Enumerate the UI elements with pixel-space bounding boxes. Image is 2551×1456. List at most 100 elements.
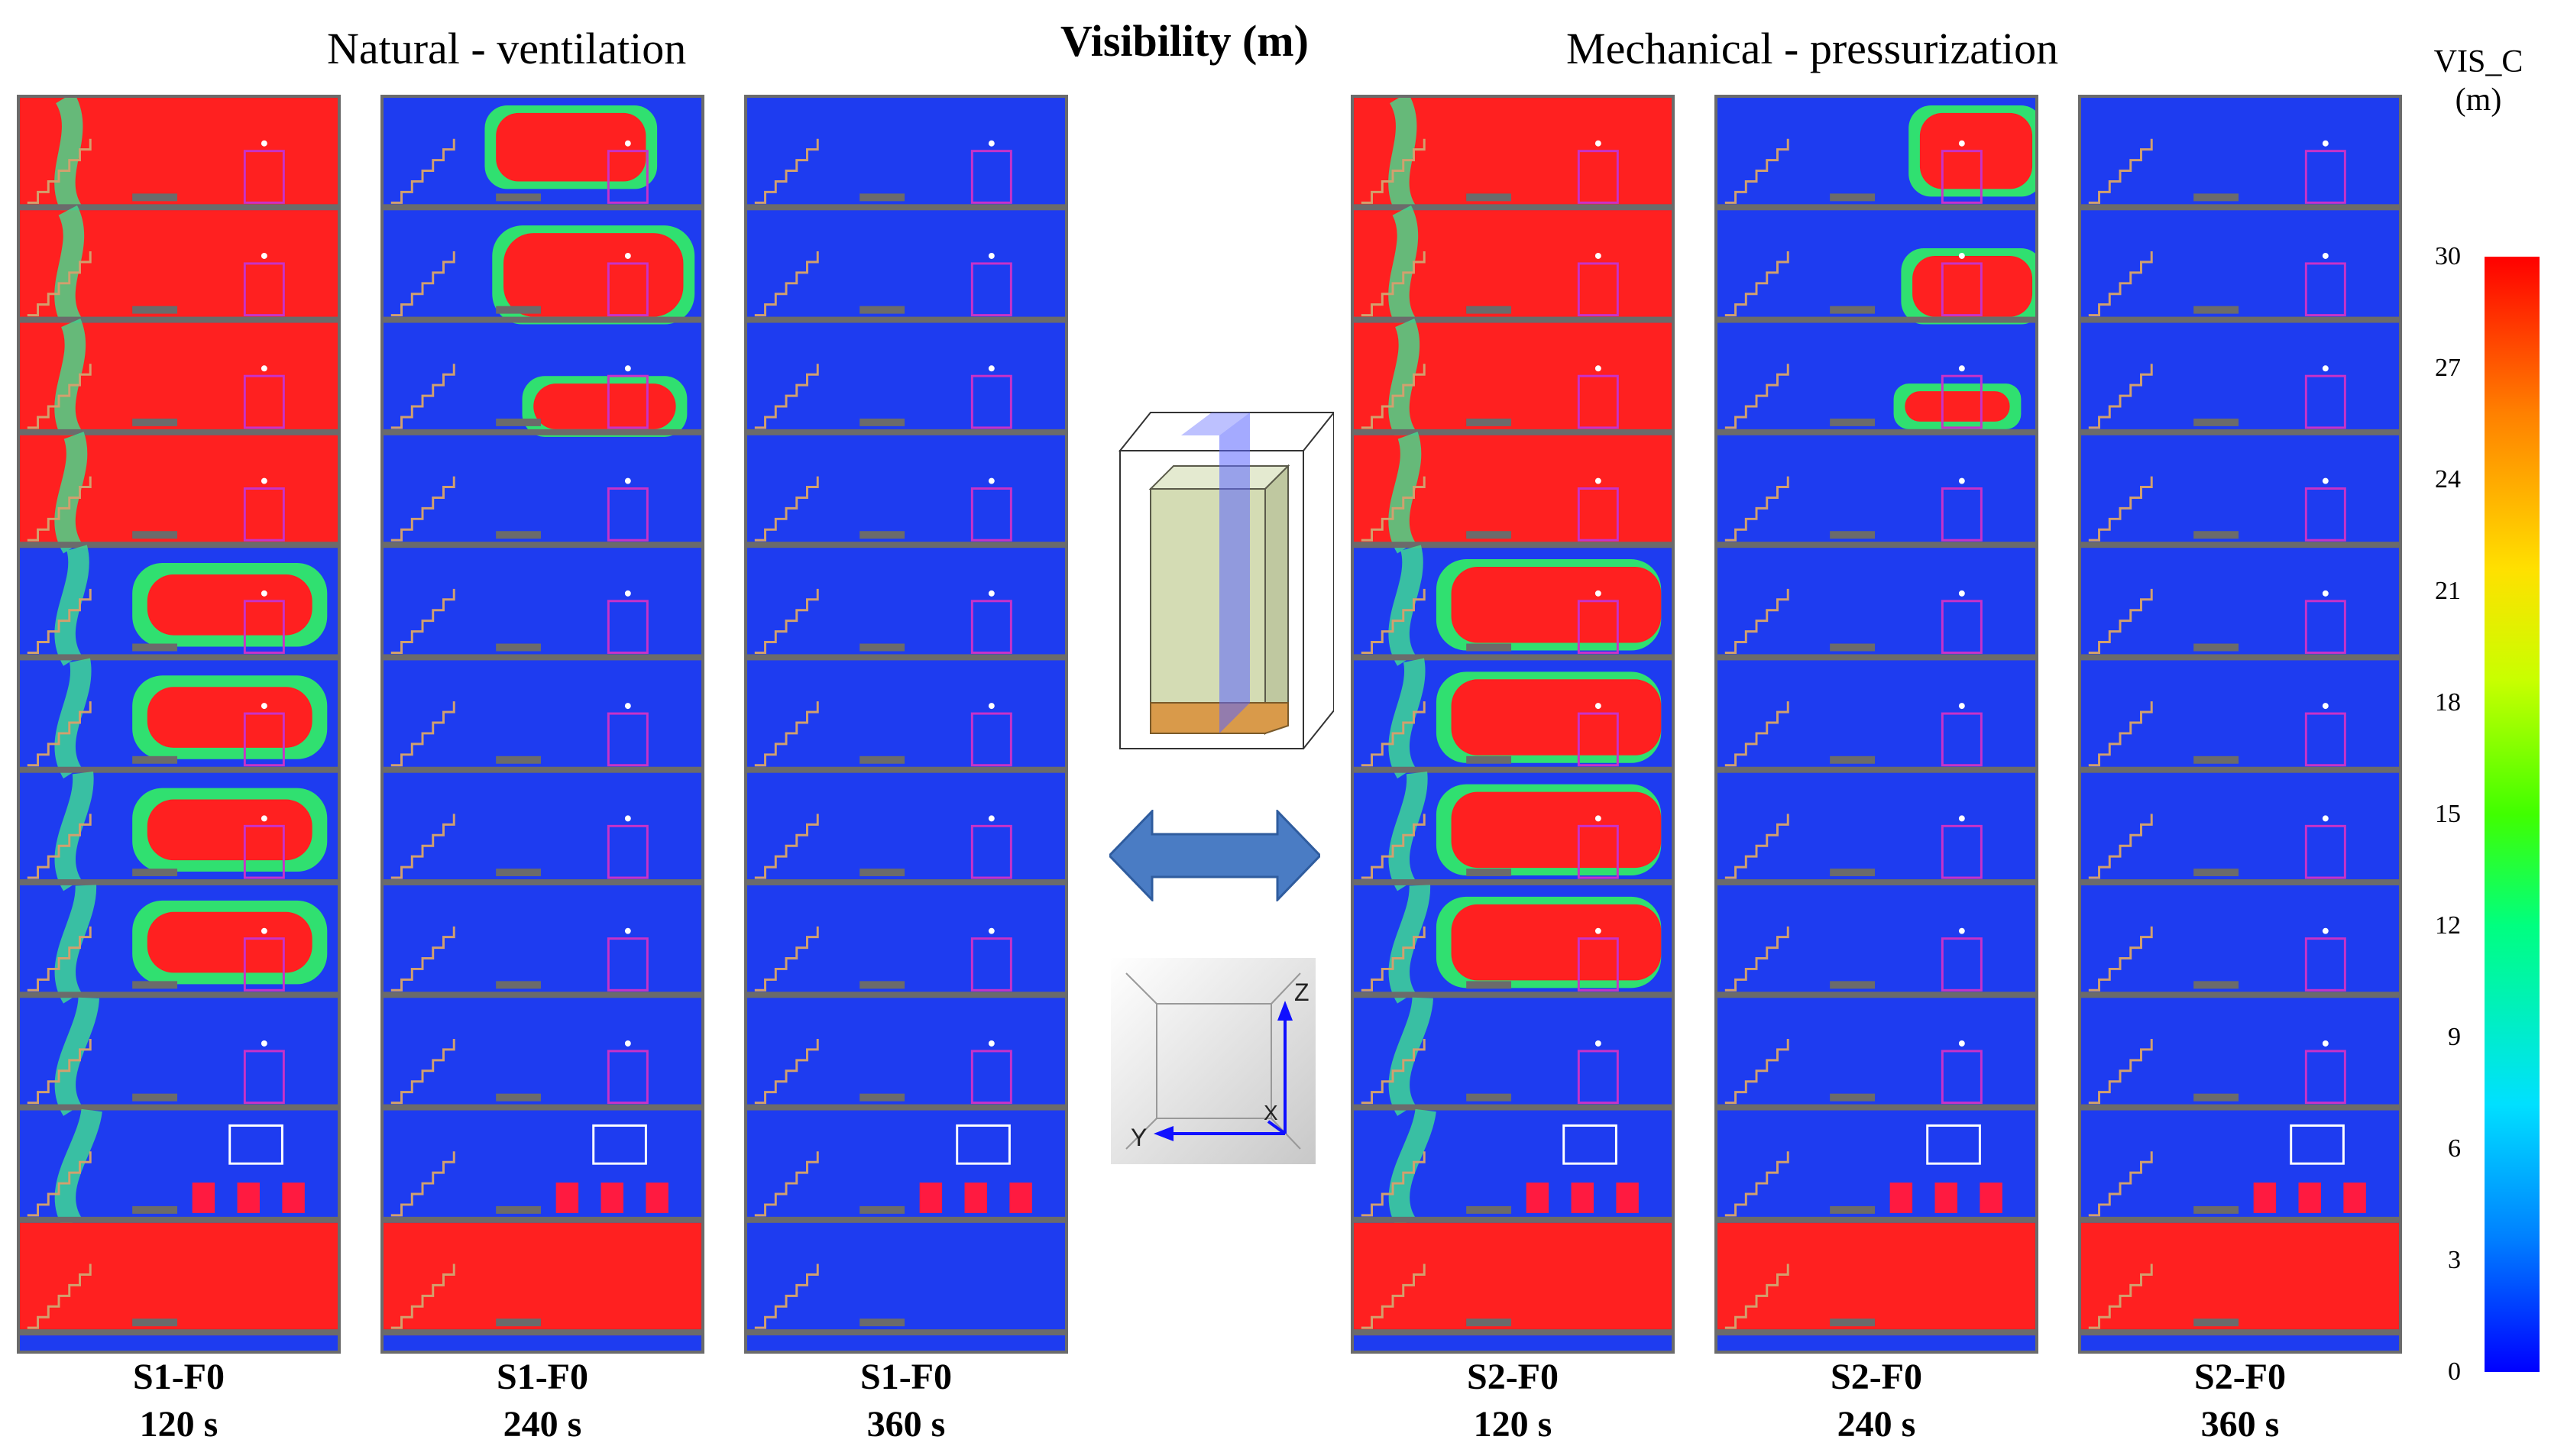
- stair-outline: [2088, 476, 2153, 542]
- door-outline: [2304, 937, 2346, 992]
- visibility-contour: [747, 98, 1065, 1351]
- landing: [496, 418, 542, 426]
- landing: [1830, 981, 1876, 989]
- colorbar: [2485, 257, 2540, 1372]
- floor-slab: [384, 1329, 701, 1336]
- floor-slice: [1354, 772, 1672, 891]
- stair-outline: [1724, 1263, 1789, 1329]
- floor-slab: [2081, 1216, 2399, 1223]
- floor-slice: [747, 251, 1065, 323]
- stair-outline: [754, 251, 819, 317]
- floor-slice: [20, 98, 338, 216]
- caption-scenario: S1-F0: [133, 1357, 225, 1397]
- elevator-outline: [2290, 1124, 2345, 1165]
- floor-slice: [1354, 98, 1672, 216]
- floor-slice: [2081, 588, 2399, 661]
- floor-slab: [1354, 316, 1672, 323]
- detector-point: [2322, 477, 2329, 484]
- axis-cube-edge: [1271, 972, 1301, 1005]
- landing: [496, 306, 542, 314]
- caption-time: 120 s: [139, 1404, 219, 1445]
- floor-slice: [1717, 701, 2035, 773]
- occupant-marker: [964, 1183, 987, 1213]
- landing: [1466, 981, 1512, 989]
- floor-slab: [1717, 1104, 2035, 1111]
- floor-slab: [20, 1216, 338, 1223]
- landing: [132, 643, 178, 652]
- panel-s2-120s: [1351, 95, 1675, 1354]
- landing: [1830, 643, 1876, 652]
- detector-point: [261, 365, 267, 372]
- floor-slice: [747, 926, 1065, 998]
- floor-slab: [747, 542, 1065, 548]
- z-axis-label: Z: [1294, 979, 1309, 1006]
- floor-slice: [1717, 476, 2035, 548]
- stair-outline: [754, 476, 819, 542]
- landing: [2193, 418, 2239, 426]
- floor-slice: [1354, 318, 1672, 442]
- stair-outline: [754, 926, 819, 992]
- door-outline: [243, 150, 285, 204]
- floor-slab: [1717, 1216, 2035, 1223]
- floor-slice: [384, 225, 701, 325]
- floor-slice: [1354, 432, 1672, 554]
- door-outline: [1577, 937, 1619, 992]
- y-axis-head: [1154, 1126, 1174, 1141]
- detector-point: [624, 703, 631, 710]
- detector-point: [988, 477, 995, 484]
- stair-outline: [27, 701, 92, 767]
- landing: [1466, 418, 1512, 426]
- door-outline: [1577, 824, 1619, 879]
- landing: [1466, 756, 1512, 764]
- floor-slab: [20, 316, 338, 323]
- occupant-marker: [1934, 1183, 1957, 1213]
- stair-outline: [1724, 1151, 1789, 1217]
- stair-outline: [2088, 138, 2153, 204]
- floor-slice: [2081, 1038, 2399, 1111]
- landing: [1466, 643, 1512, 652]
- floor-slab: [1354, 1216, 1672, 1223]
- x-axis: [1267, 1120, 1287, 1135]
- detector-point: [624, 140, 631, 147]
- visibility-contour: [2081, 98, 2399, 1351]
- stair-outline: [390, 364, 455, 429]
- landing: [132, 869, 178, 877]
- floor-slab: [1717, 766, 2035, 773]
- high-visibility-region: [1451, 567, 1662, 643]
- floor-slab: [2081, 542, 2399, 548]
- stair-outline: [27, 1263, 92, 1329]
- door-outline: [2304, 824, 2346, 879]
- colorbar-tick: 0: [2448, 1357, 2461, 1386]
- floor-slice: [1717, 588, 2035, 661]
- occupant-marker: [919, 1183, 943, 1213]
- landing: [496, 981, 542, 989]
- stair-outline: [2088, 251, 2153, 317]
- landing: [860, 1093, 905, 1102]
- landing: [860, 756, 905, 764]
- detector-point: [261, 477, 267, 484]
- door-outline: [1577, 600, 1619, 654]
- floor-slice: [747, 1038, 1065, 1111]
- floor-slice: [384, 364, 701, 437]
- high-visibility-region: [147, 687, 312, 748]
- floor-slab: [384, 1104, 701, 1111]
- stair-outline: [1361, 138, 1426, 204]
- landing: [132, 531, 178, 539]
- smoke-plume: [1388, 996, 1433, 1116]
- floor-slice: [384, 1038, 701, 1111]
- detector-point: [624, 365, 631, 372]
- landing: [1830, 869, 1876, 877]
- floor-slab: [1354, 1104, 1672, 1111]
- floor-slice: [2081, 1222, 2399, 1336]
- floor-slab: [1354, 879, 1672, 885]
- door-outline: [1941, 150, 1983, 204]
- caption-s1-120s: S1-F0 120 s: [17, 1354, 341, 1448]
- door-outline: [243, 937, 285, 992]
- floor-slab: [747, 1216, 1065, 1223]
- floor-slice: [384, 814, 701, 885]
- detector-point: [1594, 253, 1601, 259]
- landing: [132, 1093, 178, 1102]
- detector-point: [988, 253, 995, 259]
- stair-outline: [754, 1263, 819, 1329]
- landing: [1830, 1205, 1876, 1214]
